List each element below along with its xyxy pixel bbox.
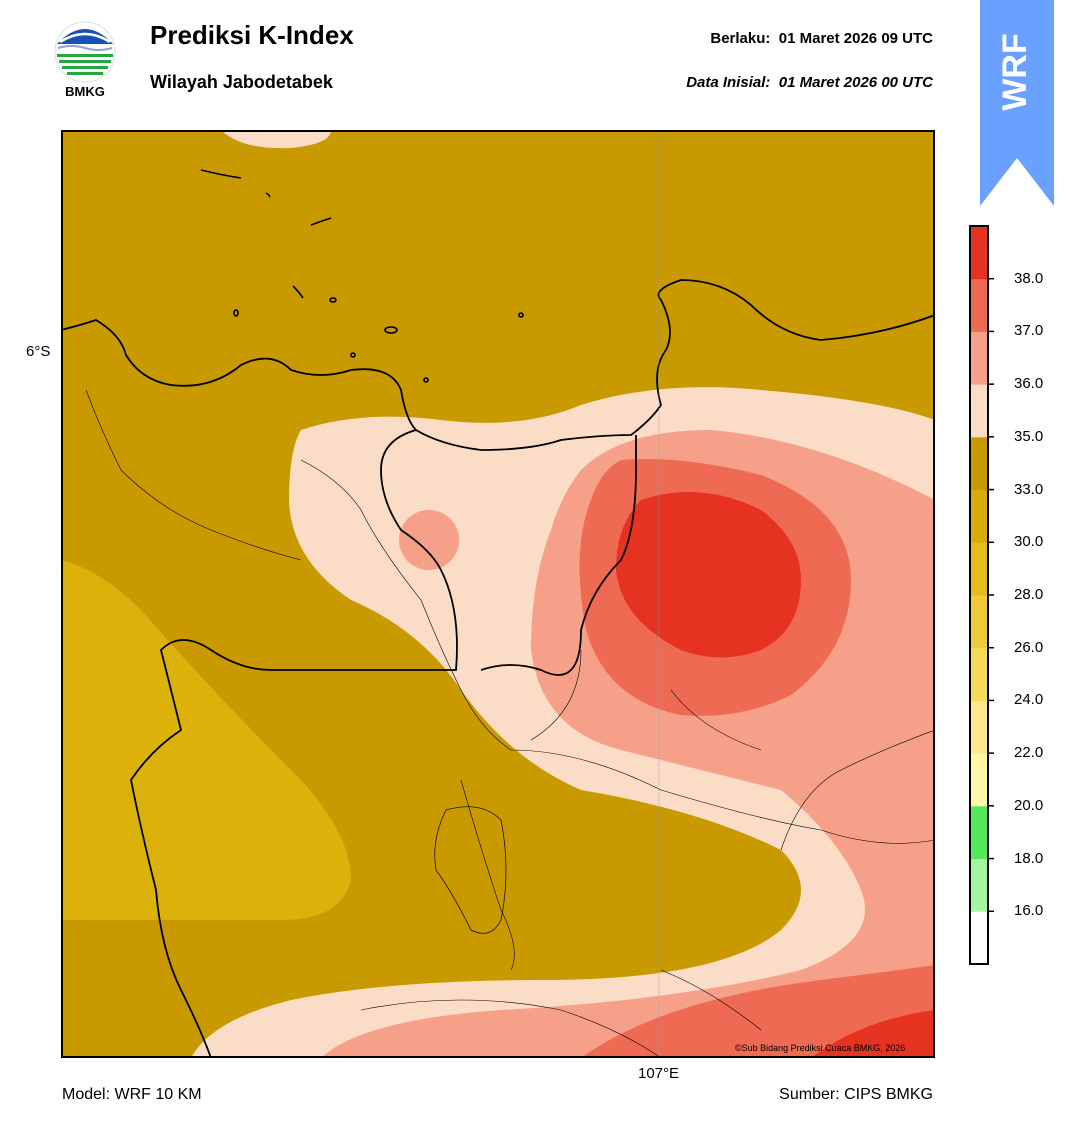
colorbar-segment [970,331,988,385]
district-boundaries [85,389,935,1058]
colorbar-tick-label: 30.0 [1014,533,1044,551]
colorbar-tick-label: 24.0 [1014,691,1044,709]
chart-title: Prediksi K-Index [150,20,354,50]
colorbar-tick-label: 38.0 [1014,269,1044,287]
colorbar-segment [970,436,988,491]
init-label: Data Inisial: [686,74,771,91]
province-boundary [130,429,458,1058]
colorbar-tick-label: 20.0 [1014,796,1044,814]
kindex-map [61,130,935,1058]
bmkg-logo [54,21,116,83]
lake-boundary [434,806,507,934]
colorbar-tick-label: 35.0 [1014,427,1044,445]
province-boundary-east [480,435,637,676]
coastline [61,279,935,451]
init-time-value: 01 Maret 2026 00 UTC [778,74,933,91]
kindex-30-33-area [61,560,351,920]
colorbar-segment [970,805,988,860]
wrf-badge-text: WRF [996,33,1034,110]
colorbar-tick-label: 36.0 [1014,375,1044,393]
colorbar-tick-label: 28.0 [1014,586,1044,603]
colorbar-segment [970,226,988,280]
kindex-38-south [811,1010,935,1058]
colorbar-tick-label: 22.0 [1014,744,1044,762]
chart-subtitle: Wilayah Jabodetabek [150,72,333,92]
colorbar-tick-label: 18.0 [1014,849,1044,867]
lon-label: 107°E [638,1065,680,1082]
colorbar-segment [970,753,988,807]
colorbar-segment [970,489,988,543]
valid-time-value: 01 Maret 2026 09 UTC [778,30,933,47]
colorbar [969,225,994,965]
colorbar-segment [970,542,988,596]
kindex-35-36-north [221,130,331,149]
colorbar-tick-label: 33.0 [1014,480,1044,498]
colorbar-segment [970,595,988,649]
kindex-36-37-blob [399,510,459,570]
init-time: Data Inisial: 01 Maret 2026 00 UTC [686,74,933,91]
islands [200,169,524,383]
colorbar-tick-label: 26.0 [1014,638,1044,656]
lat-label: 6°S [26,343,51,360]
colorbar-segment [970,911,988,965]
colorbar-tick-label: 16.0 [1014,902,1044,920]
kindex-38-plus-area [616,492,801,658]
valid-label: Berlaku: [710,30,771,47]
kindex-37-38-south [581,965,935,1058]
source-label: Sumber: CIPS BMKG [779,1086,933,1103]
copyright-text: ©Sub Bidang Prediksi Cuaca BMKG, 2026 [735,1043,906,1053]
colorbar-segment [970,858,988,912]
model-label: Model: WRF 10 KM [62,1086,202,1103]
colorbar-segment [970,384,988,438]
valid-time: Berlaku: 01 Maret 2026 09 UTC [710,30,933,47]
colorbar-segment [970,647,988,701]
colorbar-tick-label: 37.0 [1014,322,1044,340]
logo-text: BMKG [65,84,105,99]
colorbar-segment [970,278,988,332]
colorbar-segment [970,700,988,754]
wrf-badge: WRF [980,0,1054,206]
